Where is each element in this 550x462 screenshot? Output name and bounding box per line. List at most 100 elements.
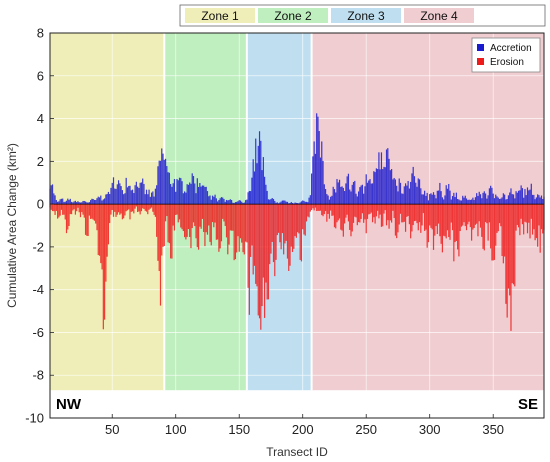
se-direction-label: SE [518,396,538,413]
erosion-bar-104 [180,204,182,228]
accretion-bar-234 [345,183,347,205]
erosion-bar-296 [424,204,426,231]
accretion-bar-365 [511,194,513,205]
erosion-bar-151 [239,204,242,239]
erosion-bar-388 [540,204,543,230]
erosion-bar-174 [269,204,271,265]
erosion-bar-12 [63,204,65,215]
accretion-bar-359 [504,194,506,205]
erosion-bar-52 [114,204,116,212]
erosion-bar-99 [173,204,176,231]
erosion-bar-264 [383,204,385,214]
erosion-bar-181 [277,204,280,233]
erosion-bar-294 [421,204,423,226]
accretion-bar-117 [196,178,198,205]
accretion-bar-295 [422,194,424,205]
erosion-bar-111 [189,204,191,237]
accretion-bar-188 [286,201,289,205]
erosion-bar-75 [143,204,145,209]
accretion-bar-16 [68,199,70,205]
erosion-bar-217 [323,204,325,215]
erosion-bar-245 [359,204,361,223]
accretion-bar-14 [65,200,68,205]
data-bars [49,113,545,331]
erosion-bar-40 [98,204,101,256]
legend-swatch-erosion [477,58,484,65]
accretion-bar-376 [525,195,527,205]
accretion-bar-317 [450,199,452,205]
erosion-bar-380 [530,204,532,219]
erosion-bar-257 [374,204,376,224]
accretion-bar-198 [299,202,301,205]
erosion-bar-44 [104,204,106,320]
accretion-bar-274 [396,185,398,205]
erosion-bar-213 [318,204,320,211]
accretion-bar-334 [472,197,474,205]
erosion-bar-124 [205,204,207,233]
accretion-bar-324 [459,200,461,205]
accretion-bar-79 [148,189,150,205]
erosion-bar-160 [251,204,253,246]
erosion-bar-57 [120,204,122,214]
legend-label-erosion: Erosion [490,57,524,68]
erosion-bar-146 [233,204,235,261]
accretion-bar-380 [530,183,532,205]
zone-key-swatch-2 [258,8,328,23]
erosion-bar-93 [166,204,168,217]
erosion-bar-141 [227,204,229,255]
erosion-bar-338 [477,204,479,237]
accretion-bar-201 [303,200,305,205]
erosion-bar-115 [194,204,196,227]
erosion-bar-243 [356,204,358,226]
erosion-bar-225 [333,204,336,228]
erosion-bar-347 [488,204,490,223]
legend-box [471,37,541,73]
accretion-bar-48 [109,193,111,205]
erosion-bar-114 [192,204,195,223]
erosion-bar-251 [366,204,369,219]
y-tick-label--8: -8 [32,368,44,383]
accretion-bar-113 [191,173,193,205]
erosion-bar-127 [209,204,211,242]
erosion-bar-321 [455,204,457,241]
accretion-bar-183 [280,201,282,205]
erosion-bar-317 [450,204,452,223]
erosion-bar-19 [72,204,74,211]
erosion-bar-14 [65,204,68,234]
accretion-bar-9 [59,199,61,205]
accretion-bar-100 [175,191,177,205]
accretion-bar-10 [60,198,63,205]
erosion-bar-265 [384,204,386,211]
accretion-bar-127 [209,195,211,205]
accretion-bar-169 [262,157,264,205]
accretion-bar-161 [252,159,254,205]
accretion-bar-340 [479,194,482,205]
accretion-bar-106 [182,193,184,205]
x-tick-label-350: 350 [482,422,504,437]
erosion-bar-96 [170,204,172,259]
erosion-bar-161 [252,204,254,275]
accretion-bar-94 [167,172,169,205]
erosion-bar-266 [385,204,388,226]
nw-direction-label: NW [56,396,82,413]
accretion-bar-339 [478,191,480,205]
accretion-bar-285 [410,181,412,205]
erosion-bar-384 [535,204,537,239]
accretion-bar-77 [145,189,148,205]
erosion-bar-147 [234,204,237,260]
accretion-bar-182 [279,202,281,205]
erosion-bar-171 [265,204,267,283]
accretion-bar-384 [535,197,537,205]
erosion-bar-46 [106,204,108,257]
y-axis-title: Cumulative Area Change (km²) [5,143,19,308]
accretion-bar-373 [521,188,524,205]
accretion-bar-186 [284,200,286,205]
accretion-bar-159 [250,191,252,205]
accretion-bar-124 [205,186,207,205]
erosion-bar-236 [347,204,350,222]
accretion-bar-203 [305,201,308,205]
erosion-bar-142 [228,204,230,245]
erosion-bar-262 [380,204,383,227]
accretion-bar-241 [354,180,356,205]
